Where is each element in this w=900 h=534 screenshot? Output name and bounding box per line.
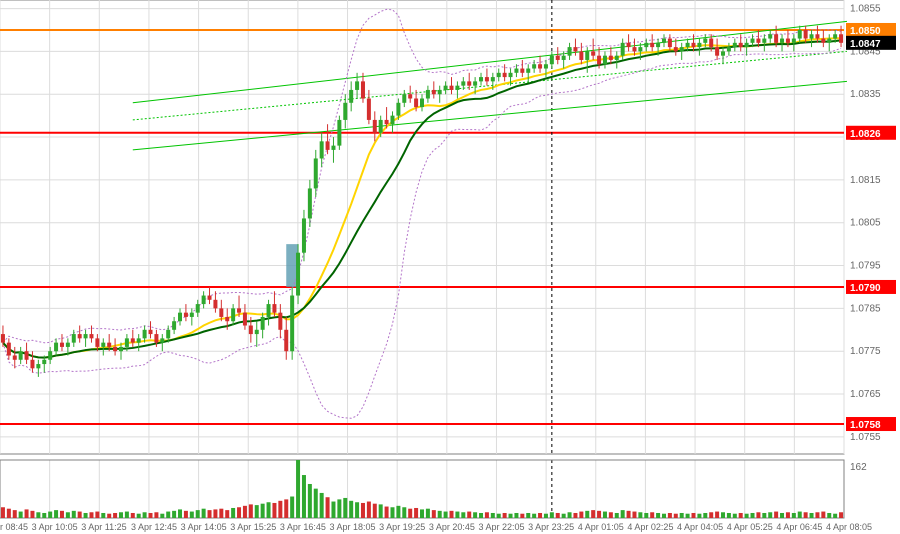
svg-text:4 Apr 08:05: 4 Apr 08:05 — [826, 522, 872, 532]
svg-text:1.0795: 1.0795 — [850, 261, 881, 272]
svg-text:1.0775: 1.0775 — [850, 346, 881, 357]
svg-text:3 Apr 08:45: 3 Apr 08:45 — [0, 522, 28, 532]
svg-text:4 Apr 04:05: 4 Apr 04:05 — [677, 522, 723, 532]
svg-text:3 Apr 16:45: 3 Apr 16:45 — [280, 522, 326, 532]
chart-container: 1.0755 1.0765 1.0775 1.0785 1.0795 1.0805 1.08… — [0, 0, 900, 534]
svg-text:1.0758: 1.0758 — [850, 420, 881, 431]
svg-text:1.0847: 1.0847 — [850, 39, 881, 50]
svg-text:1.0835: 1.0835 — [850, 89, 881, 100]
svg-text:162: 162 — [850, 462, 867, 473]
svg-text:3 Apr 18:05: 3 Apr 18:05 — [330, 522, 376, 532]
svg-text:3 Apr 19:25: 3 Apr 19:25 — [379, 522, 425, 532]
svg-text:1.0850: 1.0850 — [850, 26, 881, 37]
candlestick-chart[interactable]: 1.0755 1.0765 1.0775 1.0785 1.0795 1.0805 1.08… — [0, 0, 900, 534]
svg-text:1.0815: 1.0815 — [850, 175, 881, 186]
svg-text:1.0755: 1.0755 — [850, 432, 881, 443]
svg-text:4 Apr 06:45: 4 Apr 06:45 — [776, 522, 822, 532]
svg-text:1.0855: 1.0855 — [850, 4, 881, 15]
svg-text:1.0805: 1.0805 — [850, 218, 881, 229]
svg-text:4 Apr 01:05: 4 Apr 01:05 — [578, 522, 624, 532]
svg-text:3 Apr 12:45: 3 Apr 12:45 — [131, 522, 177, 532]
svg-text:1.0785: 1.0785 — [850, 303, 881, 314]
svg-text:3 Apr 22:05: 3 Apr 22:05 — [478, 522, 524, 532]
svg-text:3 Apr 10:05: 3 Apr 10:05 — [32, 522, 78, 532]
svg-text:3 Apr 23:25: 3 Apr 23:25 — [528, 522, 574, 532]
svg-text:3 Apr 14:05: 3 Apr 14:05 — [181, 522, 227, 532]
svg-text:3 Apr 20:45: 3 Apr 20:45 — [429, 522, 475, 532]
svg-text:4 Apr 05:25: 4 Apr 05:25 — [727, 522, 773, 532]
svg-text:1.0826: 1.0826 — [850, 129, 881, 140]
svg-text:3 Apr 15:25: 3 Apr 15:25 — [230, 522, 276, 532]
svg-text:1.0765: 1.0765 — [850, 389, 881, 400]
svg-text:4 Apr 02:25: 4 Apr 02:25 — [627, 522, 673, 532]
svg-text:3 Apr 11:25: 3 Apr 11:25 — [81, 522, 126, 532]
svg-text:1.0790: 1.0790 — [850, 283, 881, 294]
